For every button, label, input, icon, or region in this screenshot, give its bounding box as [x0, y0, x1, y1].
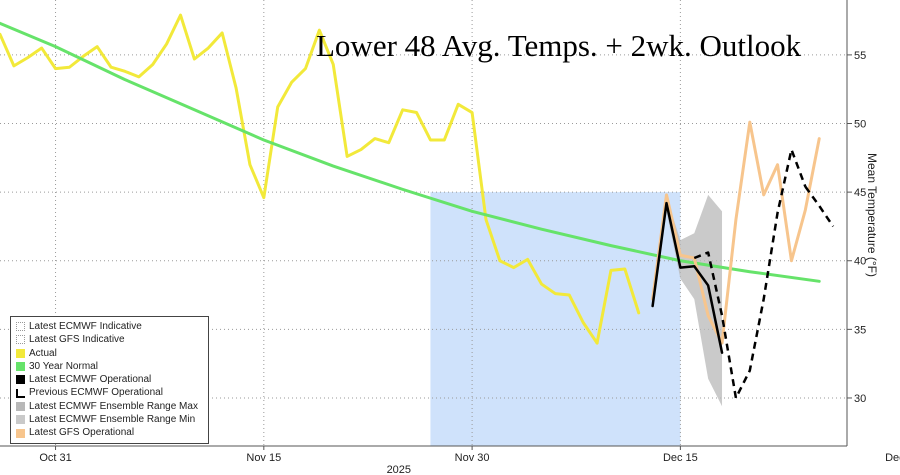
- series-actual-continued-1: [595, 267, 641, 345]
- legend-item: Latest GFS Indicative: [16, 333, 203, 346]
- legend-item: 30 Year Normal: [16, 360, 203, 373]
- legend-swatch: [16, 348, 25, 358]
- legend-label: Latest ECMWF Ensemble Range Min: [29, 414, 196, 426]
- y-tick-label-50: 50: [854, 119, 866, 131]
- chart-legend: Latest ECMWF Indicative Latest GFS Indica…: [10, 316, 209, 444]
- chart-title: Lower 48 Avg. Temps. + 2wk. Outlook: [316, 28, 802, 63]
- y-tick-label-40: 40: [854, 256, 866, 268]
- legend-label: Actual: [29, 347, 57, 359]
- legend-label: Latest GFS Operational: [29, 427, 135, 439]
- legend-swatch: [16, 322, 25, 332]
- legend-item: Latest ECMWF Ensemble Range Max: [16, 400, 203, 413]
- legend-swatch: [16, 415, 25, 425]
- series-previous-ecmwf-operational-continued-6: [804, 185, 835, 228]
- legend-swatch: [16, 428, 25, 438]
- series-actual-0: [0, 13, 599, 345]
- x-tick-label-dec-15: Dec 15: [663, 452, 698, 464]
- legend-item: Latest ECMWF Operational: [16, 373, 203, 386]
- legend-label: Latest ECMWF Ensemble Range Max: [29, 400, 198, 412]
- legend-swatch: [16, 335, 25, 345]
- legend-swatch: [16, 362, 25, 372]
- series-previous-ecmwf-operational-5: [693, 148, 807, 400]
- legend-item: Actual: [16, 347, 203, 360]
- legend-swatch: [16, 388, 25, 398]
- legend-item: Latest GFS Operational: [16, 426, 203, 439]
- legend-label: Latest GFS Indicative: [29, 334, 125, 346]
- series-30-year-normal-2: [0, 21, 821, 283]
- series-latest-ecmwf-operational-4: [651, 201, 724, 354]
- legend-label: Latest ECMWF Indicative: [29, 321, 142, 332]
- x-tick-label-oct-31: Oct 31: [39, 452, 71, 464]
- legend-label: Latest ECMWF Operational: [29, 374, 152, 386]
- legend-item: Previous ECMWF Operational: [16, 386, 203, 399]
- x-axis-year-label: 2025: [387, 464, 411, 475]
- legend-label: Previous ECMWF Operational: [29, 387, 163, 399]
- x-tick-label-dec-31: Dec 31: [885, 452, 900, 464]
- legend-item: Latest ECMWF Indicative: [16, 320, 203, 333]
- series-latest-gfs-operational-3: [651, 120, 821, 345]
- legend-label: 30 Year Normal: [29, 360, 98, 372]
- ensemble-range-area: [666, 194, 723, 407]
- y-tick-label-35: 35: [854, 324, 866, 336]
- legend-item: Latest ECMWF Ensemble Range Min: [16, 413, 203, 426]
- y-tick-label-45: 45: [854, 187, 866, 199]
- forecast-window: [430, 192, 681, 446]
- legend-swatch: [16, 401, 25, 411]
- x-tick-label-nov-15: Nov 15: [246, 452, 281, 464]
- legend-swatch: [16, 375, 25, 385]
- y-tick-label-30: 30: [854, 393, 866, 405]
- y-axis-label: Mean Temperature (°F): [865, 153, 879, 277]
- x-tick-label-nov-30: Nov 30: [455, 452, 490, 464]
- y-tick-label-55: 55: [854, 50, 866, 62]
